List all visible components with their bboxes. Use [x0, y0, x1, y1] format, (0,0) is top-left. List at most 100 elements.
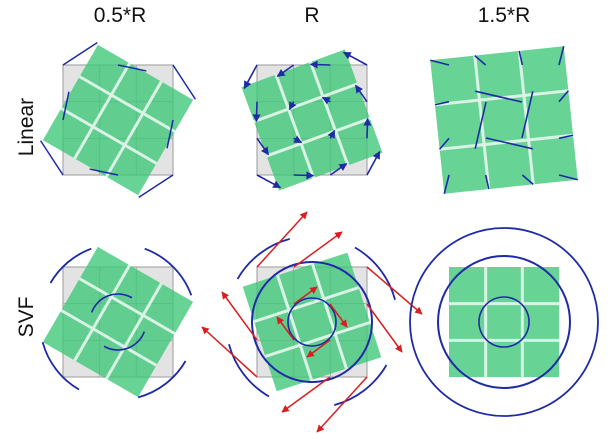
displacement-line: [430, 59, 450, 66]
rotated-grid-line: [253, 82, 358, 123]
displacement-line: [484, 174, 490, 190]
panel: [409, 227, 599, 417]
svf-arc: [334, 364, 388, 406]
velocity-arrow: [276, 316, 295, 341]
rotated-square: [42, 246, 194, 398]
rotated-fill: [42, 246, 194, 398]
displacement-line: [475, 90, 523, 103]
velocity-arrow: [293, 231, 343, 268]
displacement-arrow: [293, 171, 315, 180]
panel: [41, 246, 194, 399]
panel: [201, 211, 423, 433]
velocity-arrow: [366, 303, 403, 353]
velocity-arrow: [221, 291, 258, 341]
displacement-arrow: [243, 64, 258, 90]
displacement-arrow: [329, 162, 348, 176]
displacement-line: [474, 54, 487, 66]
rotated-grid-line: [253, 286, 360, 323]
displacement-line: [521, 174, 534, 186]
displacement-arrow: [309, 60, 331, 69]
displacement-arrow: [363, 117, 372, 139]
rotated-fill: [242, 252, 382, 392]
displacement-line: [89, 168, 119, 176]
displacement-arrow: [327, 129, 336, 139]
rotated-grid-line: [264, 321, 371, 358]
displacement-line: [558, 90, 570, 103]
rotated-fill: [430, 46, 578, 194]
velocity-arrow: [329, 303, 348, 328]
svf-circle: [478, 296, 530, 348]
displacement-line: [474, 101, 487, 149]
displacement-line: [438, 137, 450, 150]
svf-outer-circle: [409, 227, 599, 417]
rotated-grid-line: [60, 309, 158, 367]
rotated-grid-line: [60, 107, 158, 165]
svf-arc: [41, 341, 80, 391]
svf-circle: [437, 255, 571, 389]
svf-circle: [287, 297, 337, 347]
displacement-arrow: [276, 64, 295, 78]
svf-arc: [354, 246, 396, 300]
displacement-line: [485, 137, 533, 150]
displacement-line: [62, 41, 98, 66]
displacement-line: [518, 50, 524, 66]
velocity-arrow: [366, 266, 423, 315]
displacement-line: [558, 46, 565, 66]
velocity-arrow: [256, 211, 308, 268]
rotated-fill: [449, 267, 559, 377]
svf-arc: [236, 238, 290, 280]
velocity-arrow: [293, 286, 318, 305]
rotated-fill: [42, 44, 194, 196]
displacement-line: [558, 134, 574, 140]
rotated-grid-line: [266, 117, 371, 158]
displacement-arrow: [256, 174, 282, 189]
rotated-grid-line: [78, 75, 176, 133]
svf-arc: [103, 331, 146, 351]
rotated-grid-line: [105, 282, 163, 380]
svf-arc: [228, 344, 270, 398]
displacement-line: [138, 174, 174, 199]
displacement-line: [39, 140, 64, 176]
displacement-arrow: [252, 101, 261, 123]
displacement-arrow: [366, 150, 381, 176]
svf-arc: [144, 247, 193, 296]
rotated-square: [42, 44, 194, 196]
displacement-line: [172, 64, 197, 100]
svf-circle: [251, 261, 373, 383]
displacement-arrow: [321, 96, 331, 105]
displacement-arrow: [288, 101, 297, 111]
displacement-line: [521, 91, 534, 139]
rotated-grid-line: [276, 274, 313, 381]
panel: [241, 49, 383, 191]
column-title-1.5R: 1.5*R: [477, 4, 531, 27]
panel: [430, 46, 578, 194]
rotated-square: [241, 49, 383, 191]
velocity-arrow: [201, 326, 258, 378]
rotated-grid-line: [78, 277, 176, 335]
displacement-line: [558, 174, 578, 181]
rotated-grid-line: [274, 74, 315, 179]
rotated-grid-line: [73, 264, 131, 362]
svf-arc: [90, 293, 133, 313]
panel: [39, 41, 197, 199]
displacement-arrow: [293, 135, 303, 144]
displacement-arrow: [342, 51, 368, 66]
rotated-grid-line: [309, 61, 350, 166]
rotated-square: [430, 46, 578, 194]
displacement-arrow: [354, 84, 368, 103]
displacement-arrow: [256, 137, 270, 156]
displacement-line: [443, 174, 450, 194]
svf-arc: [49, 247, 92, 284]
column-title-R: R: [304, 4, 320, 27]
rotated-grid-line: [311, 263, 348, 370]
displacement-line: [62, 91, 70, 121]
velocity-arrow: [316, 376, 368, 433]
rotated-square: [449, 267, 559, 377]
svf-arc: [137, 360, 187, 399]
rotated-grid-line: [73, 62, 131, 160]
velocity-arrow: [281, 376, 331, 413]
displacement-line: [166, 119, 174, 149]
displacement-line: [434, 100, 450, 106]
column-title-0.5R: 0.5*R: [93, 4, 147, 27]
